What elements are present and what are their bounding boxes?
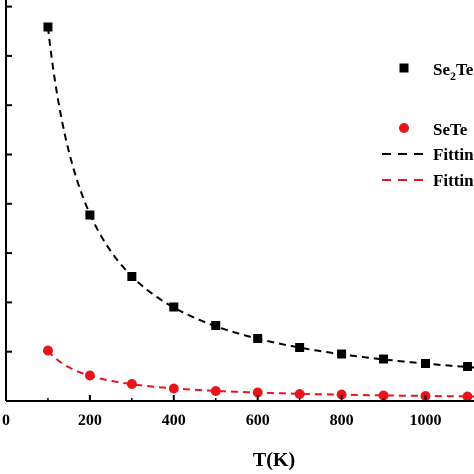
point-Se2Te — [253, 334, 263, 343]
point-Se2Te — [85, 210, 95, 220]
point-SeTe — [294, 389, 305, 399]
x-axis-title: T(K) — [253, 449, 295, 471]
point-SeTe — [252, 387, 263, 398]
point-Se2Te — [379, 354, 389, 364]
point-SeTe — [462, 391, 473, 402]
legend-label-fit-1: Fitting — [433, 171, 474, 190]
fit-curve-0 — [46, 26, 474, 369]
point-Se2Te — [337, 349, 347, 359]
legend: Se2Te SeTe Fitting Fitting — [382, 60, 474, 190]
x-tick-label: 800 — [330, 412, 354, 429]
point-SeTe — [126, 379, 137, 389]
point-Se2Te — [127, 272, 137, 281]
point-SeTe — [168, 383, 179, 394]
point-SeTe — [210, 386, 221, 396]
legend-label-se2te: Se2Te — [433, 60, 474, 83]
point-Se2Te — [421, 359, 430, 368]
data-marks — [42, 22, 474, 402]
point-SeTe — [84, 370, 95, 381]
x-tick-label: 600 — [246, 412, 270, 429]
point-SeTe — [378, 390, 389, 401]
x-tick-label: 0 — [2, 412, 10, 429]
point-Se2Te — [462, 362, 472, 371]
point-Se2Te — [211, 321, 221, 330]
axes: 0 200 400 600 800 1000 — [2, 0, 474, 429]
point-SeTe — [42, 345, 53, 356]
point-SeTe — [336, 389, 347, 400]
legend-marker-se2te — [399, 63, 409, 73]
point-Se2Te — [169, 302, 179, 312]
point-Se2Te — [295, 343, 305, 352]
legend-label-sete: SeTe — [433, 120, 468, 139]
legend-label-fit-0: Fitting — [433, 145, 474, 164]
x-tick-label: 1000 — [410, 412, 442, 429]
point-Se2Te — [43, 22, 53, 32]
legend-marker-sete — [399, 123, 409, 133]
x-tick-label: 200 — [78, 412, 102, 429]
x-tick-label: 400 — [162, 412, 186, 429]
